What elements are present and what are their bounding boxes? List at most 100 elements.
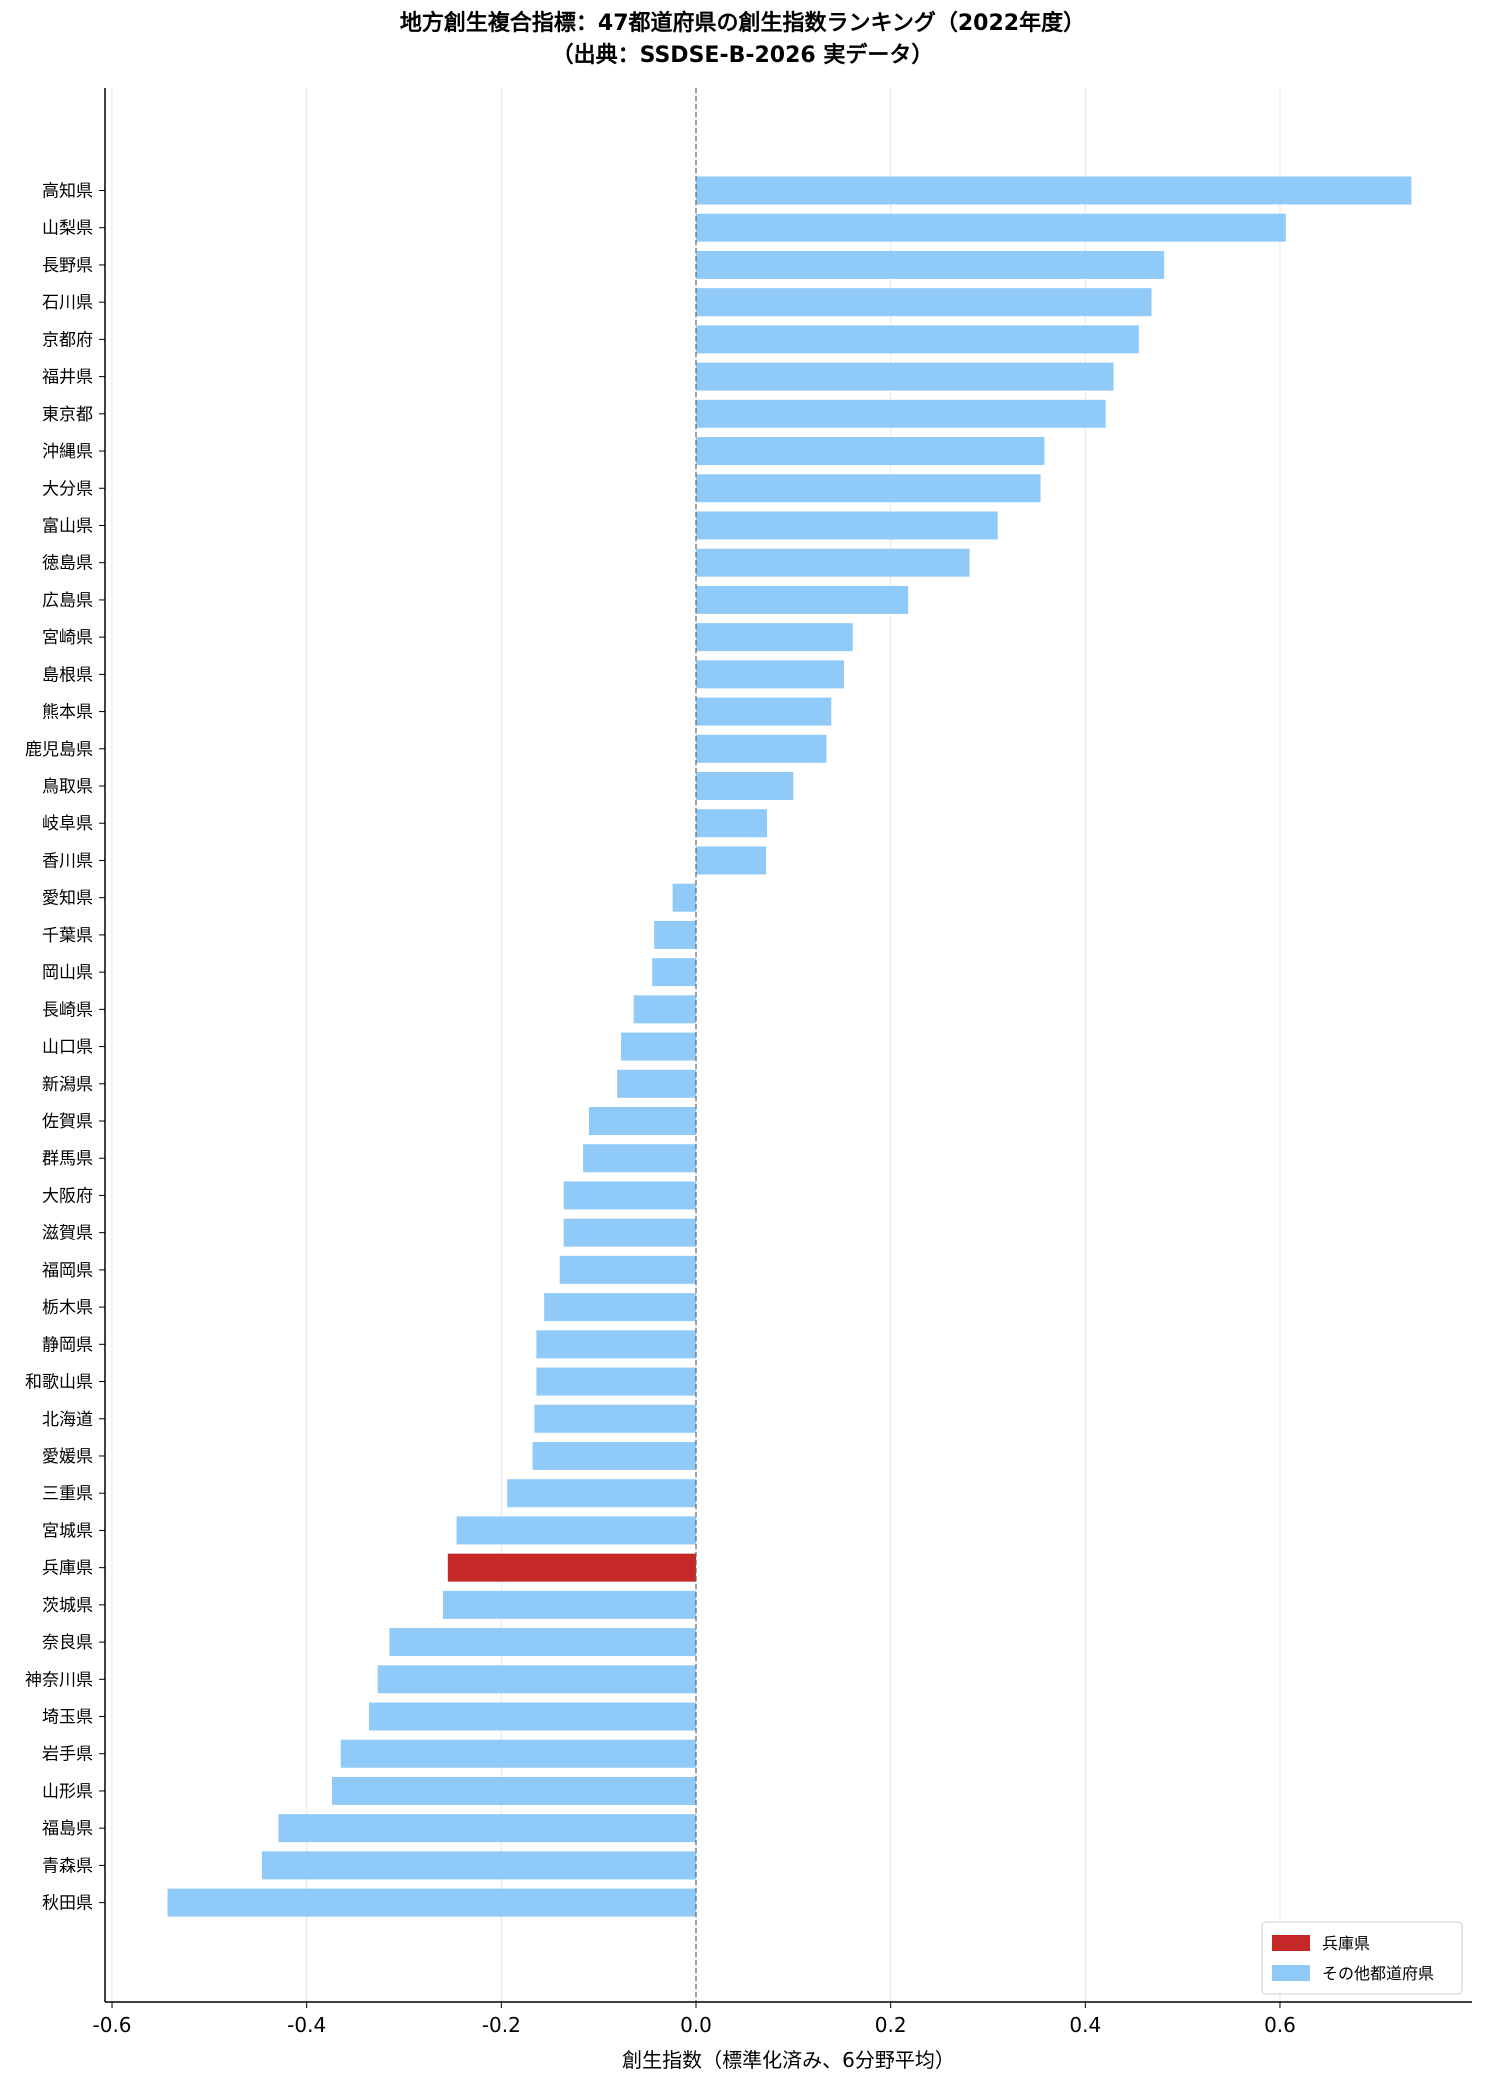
y-tick-label: 佐賀県 <box>42 1112 93 1132</box>
y-tick-label: 香川県 <box>42 851 93 871</box>
y-tick-label: 大分県 <box>42 479 93 499</box>
y-tick-label: 徳島県 <box>42 554 93 574</box>
bar <box>532 1441 696 1470</box>
y-tick-label: 岡山県 <box>42 963 93 983</box>
y-tick-labels: 高知県山梨県長野県石川県京都府福井県東京都沖縄県大分県富山県徳島県広島県宮崎県島… <box>25 182 105 1914</box>
bar <box>652 958 696 987</box>
bar <box>389 1628 696 1657</box>
y-tick-label: 神奈川県 <box>25 1670 93 1690</box>
bar <box>442 1590 696 1619</box>
bar <box>696 250 1165 279</box>
bar <box>507 1479 696 1508</box>
y-tick-label: 福井県 <box>42 368 93 388</box>
bar <box>563 1181 696 1210</box>
y-tick-label: 三重県 <box>42 1484 93 1504</box>
bar <box>534 1404 696 1433</box>
bar <box>583 1144 696 1173</box>
bar <box>696 734 827 763</box>
y-tick-label: 滋賀県 <box>42 1224 93 1244</box>
y-tick-label: 和歌山県 <box>25 1373 93 1393</box>
y-tick-label: 京都府 <box>42 330 93 350</box>
bar <box>559 1255 696 1284</box>
bar <box>696 474 1041 503</box>
y-tick-label: 東京都 <box>42 405 93 425</box>
legend-swatch <box>1272 1935 1310 1951</box>
bar <box>617 1069 696 1098</box>
y-tick-label: 長崎県 <box>42 1000 93 1020</box>
bar <box>340 1739 696 1768</box>
legend-label: その他都道府県 <box>1322 1964 1434 1983</box>
chart-subtitle: （出典：SSDSE-B-2026 実データ） <box>551 43 934 68</box>
bar <box>696 362 1114 391</box>
bar <box>696 213 1286 242</box>
y-tick-label: 千葉県 <box>42 926 93 946</box>
y-tick-label: 奈良県 <box>42 1633 93 1653</box>
y-tick-label: 沖縄県 <box>42 442 93 462</box>
bar <box>696 697 832 726</box>
y-tick-label: 石川県 <box>42 293 93 313</box>
bar <box>696 846 767 875</box>
bar <box>696 809 768 838</box>
y-tick-label: 山梨県 <box>42 219 93 239</box>
x-axis-label: 創生指数（標準化済み、6分野平均） <box>622 2048 955 2072</box>
bar <box>696 772 794 801</box>
x-tick-label: 0.6 <box>1264 2013 1296 2037</box>
y-tick-label: 秋田県 <box>42 1894 93 1914</box>
bar <box>261 1851 696 1880</box>
bar <box>278 1814 696 1843</box>
bar <box>447 1553 696 1582</box>
bar <box>621 1032 696 1061</box>
legend-box <box>1261 1921 1463 1995</box>
y-tick-label: 愛媛県 <box>42 1447 93 1467</box>
bar <box>377 1665 696 1694</box>
y-tick-label: 福岡県 <box>42 1261 93 1281</box>
y-tick-label: 鹿児島県 <box>25 740 93 760</box>
bar <box>563 1218 696 1247</box>
bar <box>544 1293 696 1322</box>
y-tick-label: 静岡県 <box>42 1335 93 1355</box>
y-tick-label: 埼玉県 <box>42 1708 93 1728</box>
legend-swatch <box>1272 1965 1310 1981</box>
y-tick-label: 栃木県 <box>42 1298 93 1318</box>
y-tick-label: 福島県 <box>42 1819 93 1839</box>
bar <box>696 399 1106 428</box>
bar <box>696 548 970 577</box>
y-tick-label: 群馬県 <box>42 1149 93 1169</box>
bar <box>696 437 1045 466</box>
y-tick-label: 富山県 <box>42 516 93 536</box>
x-tick-label: 0.2 <box>875 2013 907 2037</box>
y-tick-label: 鳥取県 <box>42 777 93 797</box>
y-tick-label: 広島県 <box>42 591 93 611</box>
bar <box>696 176 1412 205</box>
bar <box>167 1888 696 1917</box>
y-tick-label: 兵庫県 <box>42 1559 93 1579</box>
chart-title: 地方創生複合指標：47都道府県の創生指数ランキング（2022年度） <box>399 11 1086 36</box>
bar <box>536 1330 696 1359</box>
x-tick-label: -0.2 <box>482 2013 521 2037</box>
y-tick-label: 青森県 <box>42 1856 93 1876</box>
y-tick-label: 大阪府 <box>42 1186 93 1206</box>
x-tick-label: -0.6 <box>93 2013 132 2037</box>
y-tick-label: 愛知県 <box>42 889 93 909</box>
y-tick-label: 北海道 <box>42 1410 93 1430</box>
y-tick-label: 新潟県 <box>42 1075 93 1095</box>
bar <box>633 995 696 1024</box>
bar <box>696 511 998 540</box>
chart-title-block: 地方創生複合指標：47都道府県の創生指数ランキング（2022年度） （出典：SS… <box>0 8 1485 72</box>
bar <box>536 1367 696 1396</box>
x-tick-label: 0.4 <box>1069 2013 1101 2037</box>
bar <box>696 325 1139 354</box>
y-tick-label: 岩手県 <box>42 1745 93 1765</box>
y-tick-label: 宮城県 <box>42 1521 93 1541</box>
bar <box>696 623 853 652</box>
y-tick-label: 島根県 <box>42 665 93 685</box>
y-tick-label: 山口県 <box>42 1038 93 1058</box>
x-tick-label: -0.4 <box>287 2013 326 2037</box>
bar <box>654 920 696 949</box>
x-tick-labels: -0.6 -0.4 -0.2 0.0 0.2 0.4 0.6 <box>93 2002 1296 2037</box>
y-tick-label: 熊本県 <box>42 703 93 723</box>
axes <box>104 88 1472 2003</box>
bar <box>368 1702 696 1731</box>
